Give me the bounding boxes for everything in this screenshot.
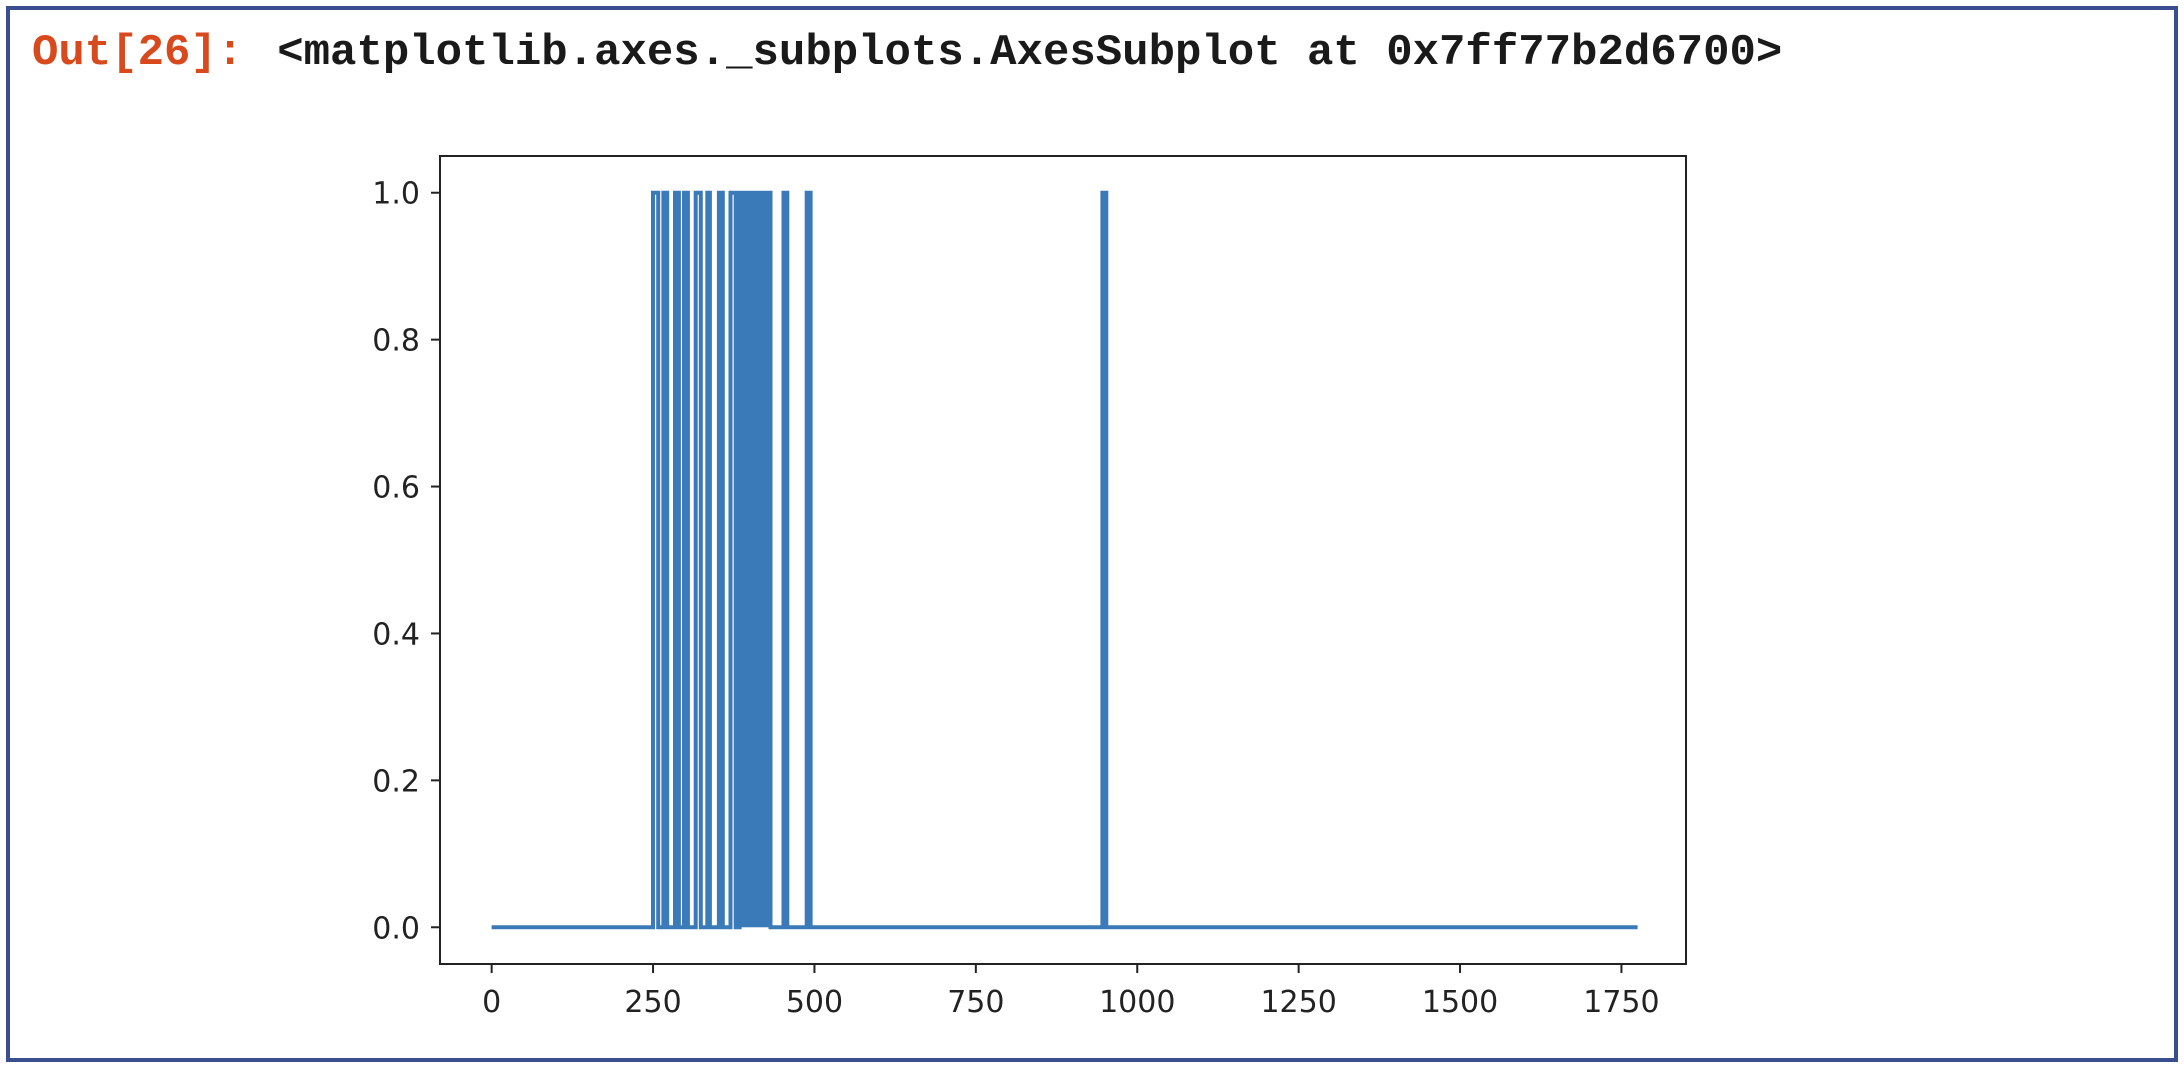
x-tick-label: 1250 (1260, 985, 1336, 1020)
y-tick-label: 0.0 (372, 911, 420, 946)
output-prompt: Out[26]: (32, 28, 244, 78)
x-axis: 0 250 500 750 1000 1250 1500 1750 (482, 964, 1660, 1020)
series-line (491, 190, 1638, 930)
output-repr-text: <matplotlib.axes._subplots.AxesSubplot a… (277, 28, 1783, 78)
axes-frame (439, 155, 1687, 965)
y-tick-label: 0.4 (372, 617, 420, 652)
output-cell-frame (6, 6, 2178, 1062)
x-tick-label: 1500 (1422, 985, 1498, 1020)
x-tick-label: 1750 (1583, 985, 1659, 1020)
x-tick-label: 500 (786, 985, 843, 1020)
output-cell-header: Out[26]: <matplotlib.axes._subplots.AxesS… (32, 28, 1782, 78)
x-tick-label: 1000 (1099, 985, 1175, 1020)
x-tick-label: 0 (482, 985, 501, 1020)
y-tick-label: 0.2 (372, 764, 420, 799)
y-tick-label: 1.0 (372, 177, 420, 212)
spike-band (739, 192, 771, 928)
y-axis: 0.0 0.2 0.4 0.6 0.8 1.0 (372, 177, 440, 946)
y-tick-label: 0.8 (372, 324, 420, 359)
y-tick-label: 0.6 (372, 471, 420, 506)
x-tick-label: 750 (947, 985, 1004, 1020)
plot-area (491, 190, 1638, 930)
x-tick-label: 250 (624, 985, 681, 1020)
